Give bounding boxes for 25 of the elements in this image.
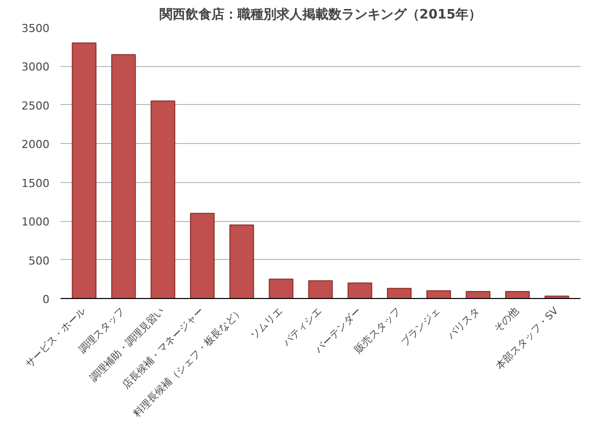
bar	[466, 291, 490, 298]
y-tick-label: 500	[28, 254, 50, 268]
bar	[426, 290, 451, 298]
y-tick-label: 3500	[22, 22, 50, 35]
x-tick-label: ブランジェ	[398, 304, 443, 349]
y-tick-label: 3000	[22, 60, 50, 74]
bar	[348, 282, 372, 298]
bar	[111, 54, 136, 298]
x-tick-label: バリスタ	[445, 306, 482, 342]
y-tick-label: 2000	[22, 138, 50, 152]
y-tick-label: 1000	[22, 216, 50, 229]
bar	[72, 42, 96, 298]
x-tick-label: その他	[492, 304, 522, 335]
bar	[308, 280, 333, 298]
x-tick-label: ソムリエ	[248, 306, 285, 342]
bar	[150, 100, 176, 298]
bar	[505, 291, 530, 298]
bar	[386, 288, 412, 298]
y-tick-label: 2500	[22, 99, 50, 112]
bar	[268, 278, 294, 298]
y-tick-label: 0	[42, 293, 50, 306]
bar	[229, 224, 254, 298]
y-tick-label: 1500	[22, 176, 50, 190]
bar	[190, 212, 215, 298]
chart-title: 関西飲食店：職種別求人掲載数ランキング（2015年）	[159, 6, 482, 22]
